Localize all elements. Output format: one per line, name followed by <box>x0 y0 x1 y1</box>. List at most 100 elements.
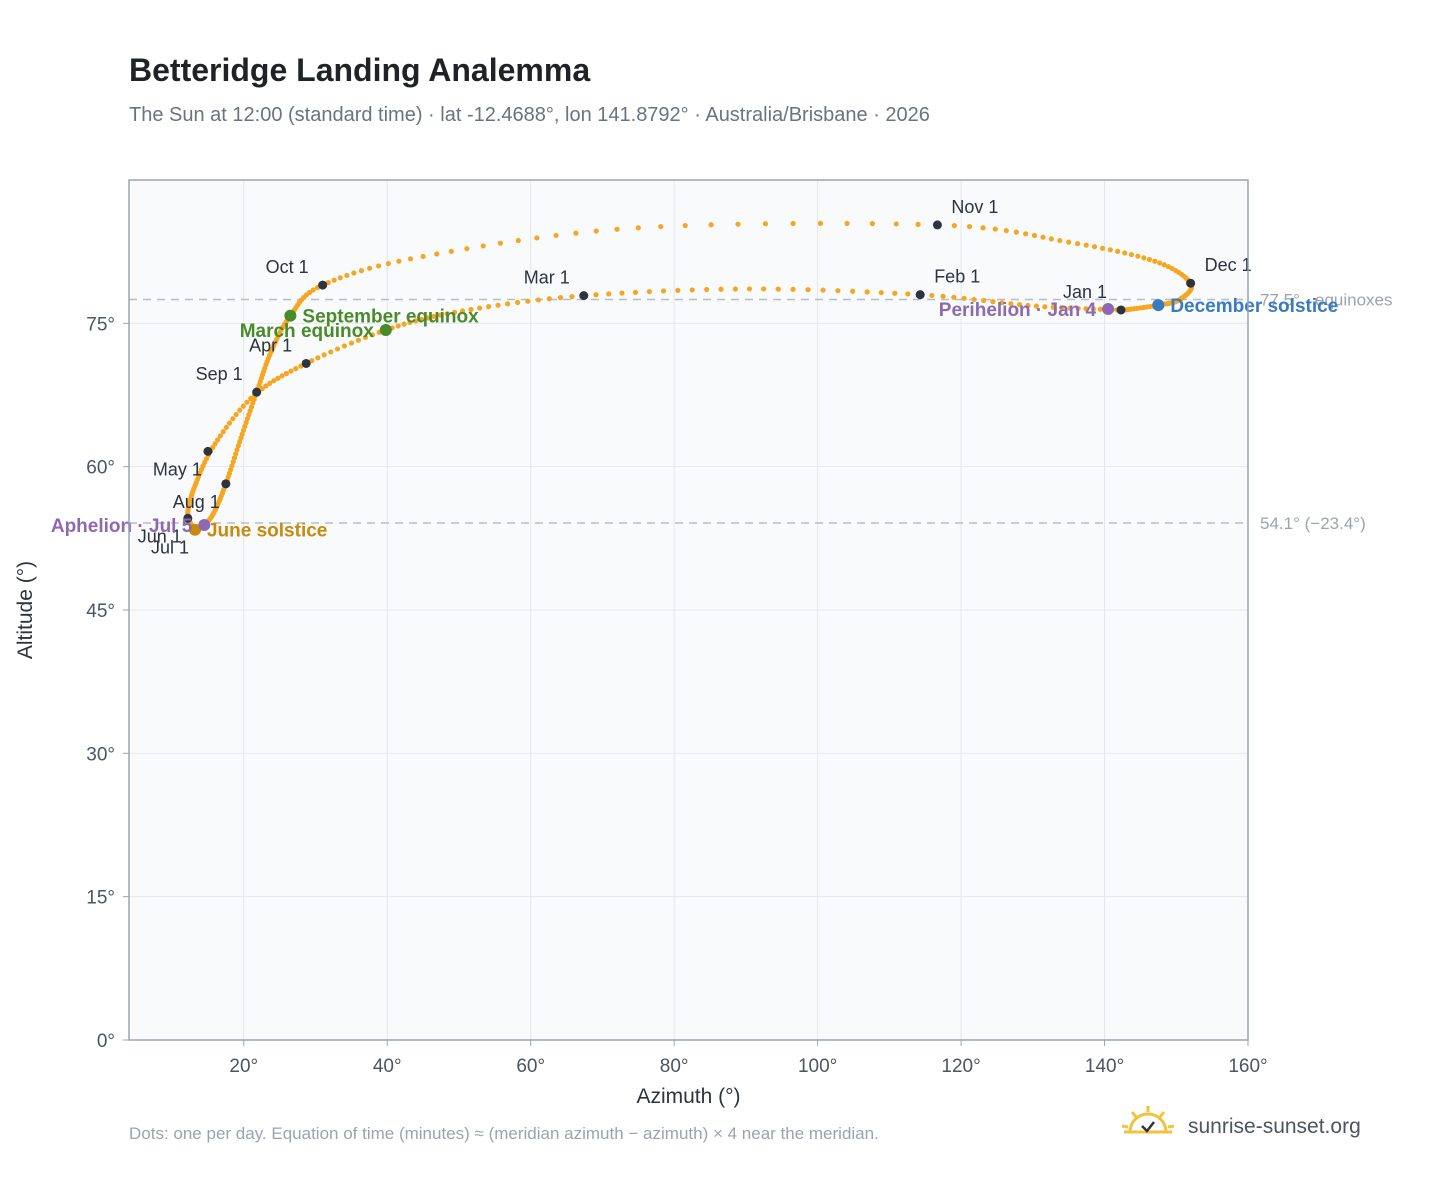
event-marker <box>284 309 297 322</box>
daily-sun-dot <box>355 337 362 343</box>
month-label: Jun 1 <box>138 526 182 546</box>
daily-sun-dot <box>395 323 401 329</box>
month-label: Feb 1 <box>934 267 980 287</box>
daily-sun-dot <box>1141 255 1147 261</box>
daily-sun-dot <box>431 313 437 320</box>
daily-sun-dot <box>234 447 240 453</box>
daily-sun-dot <box>1074 241 1081 247</box>
daily-sun-dot <box>375 263 382 269</box>
month-label: May 1 <box>153 459 202 479</box>
daily-sun-dot <box>835 288 841 294</box>
daily-sun-dot <box>878 289 884 296</box>
daily-sun-dot <box>243 419 249 426</box>
month-label: Oct 1 <box>266 257 309 277</box>
daily-sun-dot <box>464 246 470 252</box>
daily-sun-dot <box>275 375 281 381</box>
daily-sun-dot <box>315 355 321 361</box>
daily-sun-dot <box>1128 251 1135 258</box>
event-marker <box>1152 299 1165 312</box>
daily-sun-dot <box>468 306 474 313</box>
daily-sun-dot <box>235 443 241 449</box>
month-marker <box>252 387 262 397</box>
daily-sun-dot <box>331 277 337 283</box>
brand[interactable]: sunrise-sunset.org <box>1120 1104 1361 1149</box>
daily-sun-dot <box>477 305 483 311</box>
daily-sun-dot <box>437 312 443 318</box>
x-tick-label: 100° <box>798 1056 837 1077</box>
daily-sun-dot <box>233 451 239 457</box>
event-label: September equinox <box>302 307 479 328</box>
daily-sun-dot <box>981 297 987 304</box>
daily-sun-dot <box>334 346 341 352</box>
daily-sun-dot <box>293 366 299 372</box>
month-marker <box>318 280 328 290</box>
daily-sun-dot <box>1157 260 1163 266</box>
x-tick-label: 120° <box>941 1056 980 1077</box>
y-tick-label: 30° <box>86 744 115 765</box>
daily-sun-dot <box>892 290 898 296</box>
daily-sun-dot <box>553 232 559 239</box>
daily-sun-dot <box>940 293 946 299</box>
daily-sun-dot <box>966 223 973 230</box>
daily-sun-dot <box>689 287 695 293</box>
daily-sun-dot <box>505 301 511 307</box>
month-label: Dec 1 <box>1205 255 1252 275</box>
daily-sun-dot <box>635 225 641 231</box>
daily-sun-dot <box>1097 306 1103 312</box>
month-marker <box>932 220 942 230</box>
daily-sun-dot <box>805 287 811 293</box>
daily-sun-dot <box>420 253 426 260</box>
daily-sun-dot <box>369 332 375 338</box>
daily-sun-dot <box>448 248 454 254</box>
x-tick-label: 60° <box>516 1056 545 1077</box>
daily-sun-dot <box>237 407 243 413</box>
daily-sun-dot <box>344 272 350 279</box>
month-label: Jul 1 <box>151 538 189 558</box>
month-label: Nov 1 <box>951 197 998 217</box>
daily-sun-dot <box>233 411 239 418</box>
daily-sun-dot <box>407 256 414 262</box>
daily-sun-dot <box>515 237 521 244</box>
daily-sun-dot <box>593 292 599 298</box>
daily-sun-dot <box>929 292 935 299</box>
daily-sun-dot <box>1075 305 1081 312</box>
y-tick-label: 0° <box>97 1031 115 1052</box>
month-marker <box>221 479 231 489</box>
daily-sun-dot <box>424 315 431 321</box>
reference-lines: 77.5° · equinoxes 54.1° (−23.4°) <box>129 290 1393 533</box>
daily-sun-dot <box>1033 303 1039 309</box>
daily-sun-dot <box>905 291 911 297</box>
daily-sun-dot <box>480 243 486 249</box>
daily-sun-dot <box>271 378 277 384</box>
daily-sun-dot <box>240 403 246 409</box>
daily-sun-dot <box>546 296 552 302</box>
daily-sun-dot <box>1008 301 1014 307</box>
daily-sun-dot <box>230 416 236 422</box>
daily-sun-dot <box>348 340 355 346</box>
daily-sun-dot <box>1040 234 1046 240</box>
daily-sun-dot <box>444 311 450 317</box>
daily-sun-dot <box>1059 305 1065 311</box>
month-label: Mar 1 <box>524 268 570 288</box>
x-axis-ticks: 20° 40° 60° 80° 100° 120° 140° 160° <box>229 1040 1268 1077</box>
daily-sun-dot <box>619 290 625 296</box>
daily-sun-dot <box>534 235 540 241</box>
daily-sun-dot <box>310 287 316 293</box>
chart-subtitle: The Sun at 12:00 (standard time) · lat -… <box>129 104 930 126</box>
daily-sun-dot <box>817 220 824 226</box>
daily-sun-dot <box>1025 302 1031 309</box>
daily-sun-dot <box>321 352 327 358</box>
y-tick-label: 15° <box>86 888 115 909</box>
daily-sun-dot <box>1050 304 1056 310</box>
daily-sun-dot <box>1042 304 1048 310</box>
daily-sun-dot <box>961 295 967 301</box>
daily-sun-dot <box>267 380 273 386</box>
daily-sun-dot <box>231 455 238 461</box>
daily-sun-dot <box>1091 244 1098 250</box>
daily-sun-dot <box>497 240 503 246</box>
daily-sun-dot <box>1067 305 1073 311</box>
daily-sun-dot <box>230 459 236 465</box>
event-label: Aphelion · Jul 5 <box>51 516 193 537</box>
sun-logo-icon <box>1120 1104 1176 1149</box>
